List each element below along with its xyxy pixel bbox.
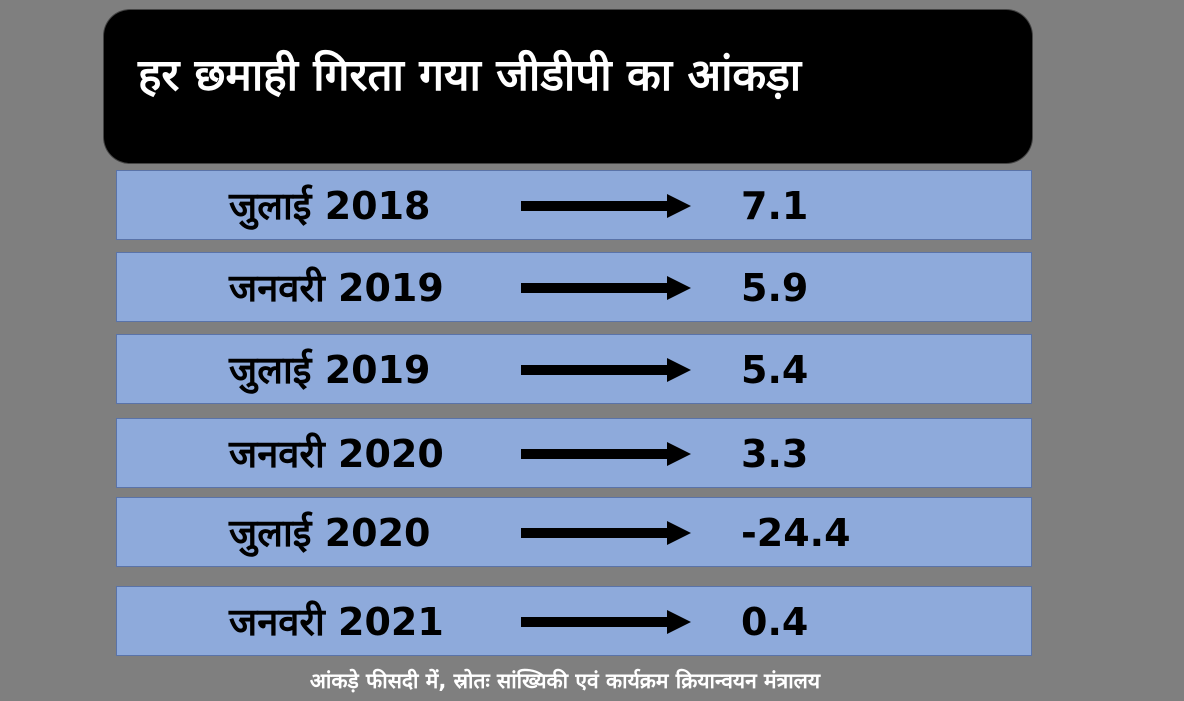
table-row: जुलाई 2019 5.4 [116, 334, 1032, 404]
right-arrow-icon [521, 276, 691, 300]
gdp-value: 3.3 [741, 432, 809, 476]
period-label: जनवरी 2019 [229, 266, 444, 310]
right-arrow-icon [521, 521, 691, 545]
period-label: जुलाई 2020 [229, 511, 431, 555]
gdp-value: 5.4 [741, 348, 809, 392]
table-row: जुलाई 2018 7.1 [116, 170, 1032, 240]
table-row: जनवरी 2020 3.3 [116, 418, 1032, 488]
chart-title: हर छमाही गिरता गया जीडीपी का आंकड़ा [138, 50, 802, 101]
gdp-value: 7.1 [741, 184, 809, 228]
period-label: जुलाई 2018 [229, 184, 431, 228]
right-arrow-icon [521, 610, 691, 634]
right-arrow-icon [521, 358, 691, 382]
period-label: जनवरी 2021 [229, 600, 444, 644]
period-label: जनवरी 2020 [229, 432, 444, 476]
source-footnote: आंकड़े फीसदी में, स्रोतः सांख्यिकी एवं क… [309, 669, 821, 693]
gdp-value: -24.4 [741, 511, 851, 555]
title-box: हर छमाही गिरता गया जीडीपी का आंकड़ा [104, 10, 1032, 163]
gdp-value: 5.9 [741, 266, 809, 310]
gdp-value: 0.4 [741, 600, 809, 644]
table-row: जनवरी 2019 5.9 [116, 252, 1032, 322]
right-arrow-icon [521, 442, 691, 466]
period-label: जुलाई 2019 [229, 348, 431, 392]
right-arrow-icon [521, 194, 691, 218]
table-row: जुलाई 2020 -24.4 [116, 497, 1032, 567]
table-row: जनवरी 2021 0.4 [116, 586, 1032, 656]
